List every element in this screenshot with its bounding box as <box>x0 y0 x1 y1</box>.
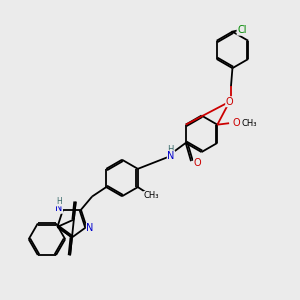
Text: Cl: Cl <box>237 25 247 35</box>
Text: H: H <box>56 197 62 206</box>
Text: O: O <box>232 118 240 128</box>
Text: O: O <box>226 97 233 107</box>
Text: N: N <box>167 151 175 161</box>
Text: H: H <box>167 146 174 154</box>
Text: N: N <box>86 223 94 233</box>
Text: N: N <box>55 203 62 213</box>
Text: O: O <box>194 158 201 168</box>
Text: CH₃: CH₃ <box>242 119 257 128</box>
Text: CH₃: CH₃ <box>144 191 159 200</box>
